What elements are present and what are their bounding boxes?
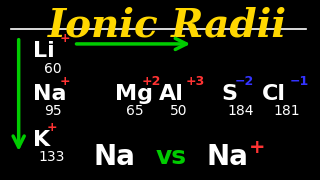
Text: 65: 65: [126, 104, 143, 118]
Text: −1: −1: [289, 75, 308, 88]
Text: +: +: [60, 32, 70, 45]
Text: Li: Li: [33, 41, 55, 61]
Text: Na: Na: [33, 84, 66, 104]
Text: Ionic Radii: Ionic Radii: [48, 7, 287, 45]
Text: 50: 50: [170, 104, 187, 118]
Text: +: +: [60, 75, 70, 88]
Text: Al: Al: [158, 84, 183, 104]
Text: Cl: Cl: [262, 84, 286, 104]
Text: +3: +3: [186, 75, 205, 88]
Text: 60: 60: [44, 62, 62, 76]
Text: −2: −2: [235, 75, 254, 88]
Text: Mg: Mg: [115, 84, 153, 104]
Text: +: +: [46, 121, 57, 134]
Text: 95: 95: [44, 104, 62, 118]
Text: 133: 133: [38, 150, 65, 164]
Text: K: K: [33, 130, 50, 150]
Text: +: +: [249, 138, 266, 157]
Text: vs: vs: [156, 145, 187, 169]
Text: +2: +2: [141, 75, 161, 88]
Text: 184: 184: [227, 104, 253, 118]
Text: 181: 181: [274, 104, 300, 118]
Text: Na: Na: [93, 143, 135, 171]
Text: S: S: [221, 84, 237, 104]
Text: Na: Na: [207, 143, 249, 171]
